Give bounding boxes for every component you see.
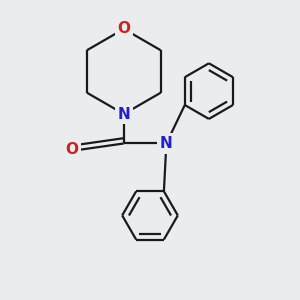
Text: N: N bbox=[160, 136, 173, 151]
Text: O: O bbox=[66, 142, 79, 158]
Text: O: O bbox=[117, 22, 130, 37]
Text: N: N bbox=[118, 106, 130, 122]
